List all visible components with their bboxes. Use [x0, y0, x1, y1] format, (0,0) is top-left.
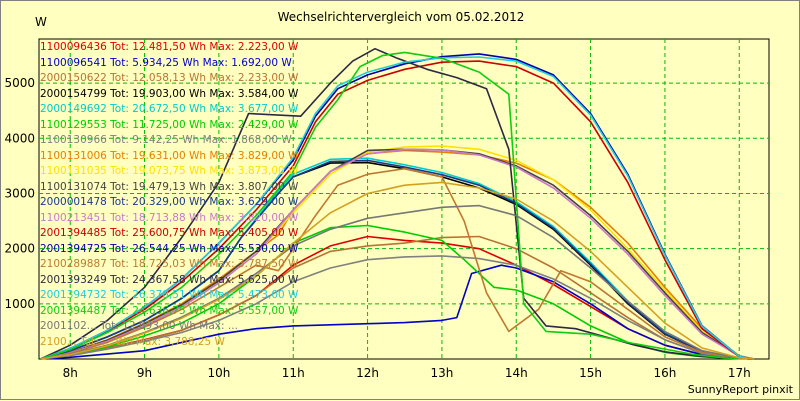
series-line — [40, 51, 755, 360]
x-tick-label: 14h — [505, 366, 528, 380]
legend-entry: 2001393249 Tot: 24.367,58 Wh Max: 5.625,… — [40, 273, 299, 286]
legend-entry: 2000149692 Tot: 20.672,50 Wh Max: 3.677,… — [40, 103, 299, 115]
legend-entry: 2100... Tot: ... Wh Max: 3.788,25 W — [40, 335, 225, 348]
series-line — [40, 235, 755, 360]
x-tick-label: 8h — [63, 366, 78, 380]
legend: 1100096436 Tot: 12.481,50 Wh Max: 2.223,… — [40, 40, 370, 350]
y-tick-label: 2000 — [4, 242, 35, 256]
series-line — [40, 145, 755, 360]
series-line — [40, 159, 755, 360]
series-line — [40, 148, 755, 360]
legend-entry: 1100129553 Tot: 11.725,00 Wh Max: 2.429,… — [40, 118, 299, 131]
x-tick-label: 15h — [579, 366, 602, 380]
legend-entry: 1100131006 Tot: 19.631,00 Wh Max: 3.829,… — [40, 149, 299, 162]
legend-entry: 1100096541 Tot: 5.934,25 Wh Max: 1.692,0… — [40, 56, 292, 69]
legend-entry: 2100289887 Tot: 18.725,03 Wh Max: 3.787,… — [40, 258, 299, 270]
series-line — [40, 47, 755, 360]
chart-title: Wechselrichtervergleich vom 05.02.2012 — [277, 10, 525, 24]
legend-entry: 2001394725 Tot: 26.544,25 Wh Max: 5.530,… — [40, 242, 299, 255]
legend-entry: 2000150622 Tot: 12.058,13 Wh Max: 2.233,… — [40, 72, 299, 84]
x-tick-label: 10h — [207, 366, 230, 380]
legend-entry: 1100213451 Tot: 18.713,88 Wh Max: 3.820,… — [40, 211, 299, 224]
x-tick-label: 13h — [430, 366, 453, 380]
legend-entry: 2001394487 Tot: 24.636,75 Wh Max: 5.557,… — [40, 304, 299, 317]
legend-entry: 1100131035 Tot: 19.073,75 Wh Max: 3.873,… — [40, 165, 299, 177]
axis-ticks: 8h 9h 10h 11h 12h 13h 14h 15h 16h 17h 1000 2000 3000… — [4, 76, 750, 380]
legend-entry: 1100130966 Tot: 9.142,25 Wh Max: 1.868,0… — [40, 134, 292, 146]
y-axis-unit-label: W — [35, 15, 47, 29]
series-lines — [40, 47, 755, 360]
series-line — [40, 264, 755, 360]
legend-entry: 1100096436 Tot: 12.481,50 Wh Max: 2.223,… — [40, 41, 299, 53]
y-tick-label: 1000 — [4, 297, 35, 311]
y-tick-label: 5000 — [4, 76, 35, 90]
x-tick-label: 9h — [137, 366, 152, 380]
report-credit: SunnyReport pinxit — [687, 383, 793, 396]
x-tick-label: 12h — [356, 366, 379, 380]
series-line — [40, 56, 755, 360]
legend-entry: 1100131074 Tot: 19.479,13 Wh Max: 3.807,… — [40, 180, 299, 193]
legend-entry: 2001394732 Tot: 26.378,51 Wh Max: 5.473,… — [40, 289, 299, 301]
legend-entry: 2000001478 Tot: 20.329,00 Wh Max: 3.629,… — [40, 196, 299, 208]
x-tick-label: 17h — [728, 366, 751, 380]
legend-entry: 2001394485 Tot: 25.600,75 Wh Max: 5.405,… — [40, 227, 299, 239]
series-line — [40, 181, 755, 360]
series-line — [40, 255, 755, 360]
y-tick-label: 4000 — [4, 131, 35, 145]
series-line — [40, 60, 755, 360]
x-tick-label: 11h — [282, 366, 305, 380]
legend-entry: 2000154799 Tot: 19.903,00 Wh Max: 3.584,… — [40, 87, 299, 100]
legend-entry: 2001102... Tot: 12.893,00 Wh Max: ... — [40, 320, 238, 332]
grid-lines — [39, 39, 769, 359]
y-tick-label: 3000 — [4, 186, 35, 200]
series-line — [40, 167, 755, 360]
x-tick-label: 16h — [653, 366, 676, 380]
